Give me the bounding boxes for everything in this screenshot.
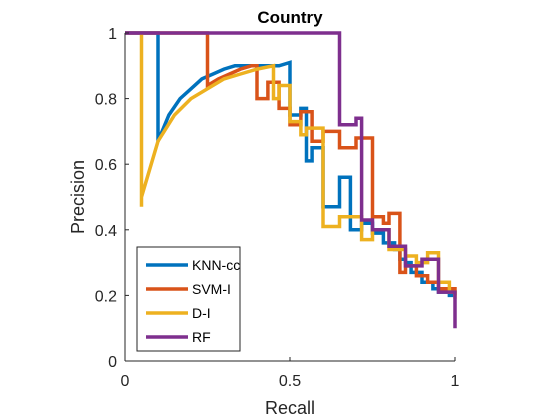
plot-lines (125, 31, 457, 329)
axis-ticks: 0 0.5 1 0 0.2 0.4 0.6 0.8 1 (95, 26, 460, 390)
y-axis-label: Precision (68, 160, 88, 234)
legend-label: KNN-cc (192, 257, 240, 273)
y-tick-label: 0.8 (95, 92, 117, 109)
y-tick-label: 1 (108, 26, 117, 43)
y-tick-label: 0.4 (95, 223, 117, 240)
series-line-d-i (139, 33, 457, 299)
series-line-rf (125, 31, 457, 329)
chart-title: Country (257, 8, 323, 27)
x-tick-label: 1 (451, 373, 460, 390)
x-tick-label: 0.5 (279, 373, 301, 390)
y-tick-label: 0 (108, 354, 117, 371)
y-tick-label: 0.6 (95, 157, 117, 174)
series-line-knn-cc (125, 31, 455, 298)
legend-label: D-I (192, 305, 211, 321)
legend-label: SVM-I (192, 281, 231, 297)
legend: KNN-cc SVM-I D-I RF (136, 246, 241, 352)
x-tick-label: 0 (121, 373, 130, 390)
x-axis-label: Recall (265, 398, 315, 418)
legend-label: RF (192, 329, 211, 345)
y-tick-label: 0.2 (95, 288, 117, 305)
